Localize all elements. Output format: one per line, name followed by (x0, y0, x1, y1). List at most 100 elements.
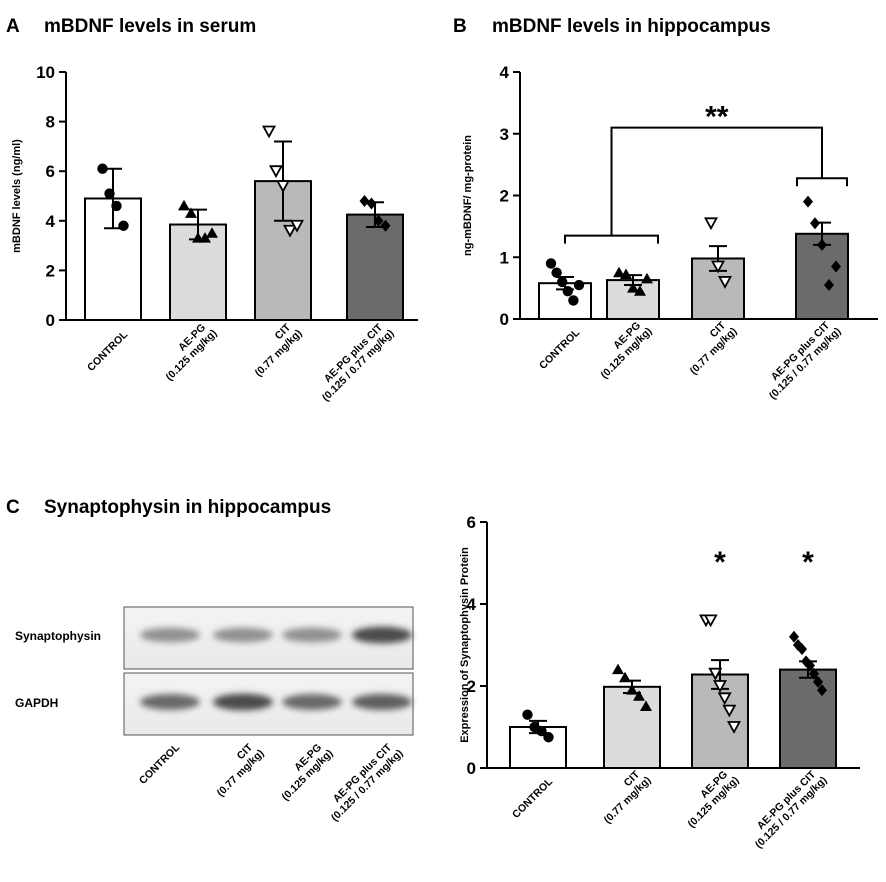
data-point (640, 700, 652, 711)
data-point (613, 266, 625, 278)
data-point (810, 217, 820, 230)
significance-star: ** (705, 101, 729, 134)
significance-star: * (802, 546, 814, 579)
x-category-label: AE-PG plus CIT(0.125 / 0.77 mg/kg) (744, 766, 829, 851)
bar (603, 685, 661, 770)
data-point (206, 227, 218, 238)
y-tick-label: 1 (500, 248, 509, 267)
x-category-label: CIT(0.77 mg/kg) (593, 766, 653, 826)
y-tick-label: 8 (46, 113, 55, 132)
data-point (545, 258, 557, 269)
blot-label-gapdh: GAPDH (15, 696, 58, 710)
data-point (710, 260, 726, 274)
x-category-label: AE-PG(0.125 mg/kg) (677, 766, 741, 830)
bar (779, 668, 837, 769)
data-point (620, 268, 632, 280)
data-point (803, 195, 813, 208)
panel-title-a: mBDNF levels in serum (44, 16, 256, 37)
data-point (568, 295, 579, 306)
data-point (712, 680, 728, 693)
data-point (627, 282, 639, 293)
blot-band (140, 694, 200, 710)
data-point (824, 279, 834, 292)
data-point (178, 199, 190, 211)
blot-label-synaptophysin: Synaptophysin (15, 629, 101, 643)
x-category-label: CONTROL (510, 775, 556, 821)
data-point (626, 684, 638, 695)
data-point (831, 260, 841, 273)
y-tick-label: 0 (500, 310, 509, 329)
y-axis-label: mBDNF levels (ng/ml) (11, 139, 23, 253)
western-blot: Synaptophysin GAPDH CONTROL CIT(0.77 mg/k… (15, 606, 414, 824)
data-point (619, 671, 631, 683)
data-point (185, 207, 197, 218)
blot-band (140, 627, 200, 643)
y-tick-label: 6 (46, 162, 55, 181)
x-category-label: AE-PG(0.125 mg/kg) (590, 317, 654, 381)
data-point (261, 125, 277, 139)
x-category-label: CONTROL (537, 326, 583, 372)
blot-band (352, 693, 412, 711)
data-point (282, 224, 298, 238)
y-tick-label: 10 (36, 63, 55, 82)
panel-letter-c: C (6, 497, 20, 518)
blot-lane-line: CONTROL (137, 741, 183, 787)
data-point (797, 643, 807, 656)
data-point (717, 276, 733, 289)
data-point (708, 667, 723, 681)
blot-lane-label: AE-PG(0.125 mg/kg) (271, 739, 335, 803)
data-point (817, 684, 827, 697)
bracket-left-group (564, 234, 659, 244)
panel-letter-a: A (6, 16, 20, 37)
data-point (641, 272, 653, 284)
blot-band (282, 627, 342, 643)
blot-band (352, 626, 412, 644)
data-point (557, 276, 568, 288)
x-category-label: AE-PG plus CIT(0.125 / 0.77 mg/kg) (758, 317, 843, 402)
data-point (373, 214, 384, 227)
data-point (366, 197, 377, 210)
panel-letter-b: B (453, 16, 467, 37)
data-point (289, 219, 305, 233)
y-tick-label: 0 (467, 759, 476, 778)
y-tick-label: 2 (467, 677, 476, 696)
data-point (817, 238, 827, 251)
bracket-right-group (796, 177, 848, 187)
chart-b: 0 1 2 3 4 ng-mBDNF/ mg-protein CONTROL AE-PG(0.… (462, 63, 878, 402)
chart-c: 0 2 4 6 Expression of Synaptophysin Protein C… (459, 513, 860, 851)
significance-star: * (714, 546, 726, 579)
data-point (543, 732, 554, 743)
data-point (703, 614, 718, 628)
y-tick-label: 0 (46, 311, 55, 330)
data-point (612, 663, 624, 675)
data-point (97, 163, 108, 174)
y-axis-label: ng-mBDNF/ mg-protein (462, 135, 474, 256)
data-point (809, 667, 819, 680)
x-category-label: CIT(0.77 mg/kg) (244, 319, 304, 379)
data-point (703, 217, 719, 231)
x-category-label: CIT(0.77 mg/kg) (679, 317, 739, 377)
data-point (633, 690, 645, 701)
data-point (199, 232, 211, 243)
y-tick-label: 4 (46, 212, 56, 231)
data-point (104, 188, 115, 199)
data-point (118, 220, 129, 231)
y-tick-label: 2 (500, 187, 509, 206)
data-point (380, 219, 391, 232)
data-point (634, 285, 646, 296)
panel-title-b: mBDNF levels in hippocampus (492, 16, 771, 37)
blot-band (213, 693, 273, 711)
data-point (562, 286, 573, 297)
data-point (573, 279, 585, 291)
bracket-connector (610, 126, 823, 236)
x-category-label: AE-PG(0.125 mg/kg) (155, 319, 219, 383)
bar (346, 213, 404, 322)
data-point (726, 721, 742, 734)
data-point (522, 709, 533, 720)
x-category-line: CONTROL (510, 775, 556, 821)
y-tick-label: 4 (500, 63, 510, 82)
y-tick-label: 4 (467, 595, 477, 614)
blot-band (282, 694, 342, 710)
data-point (551, 267, 562, 278)
